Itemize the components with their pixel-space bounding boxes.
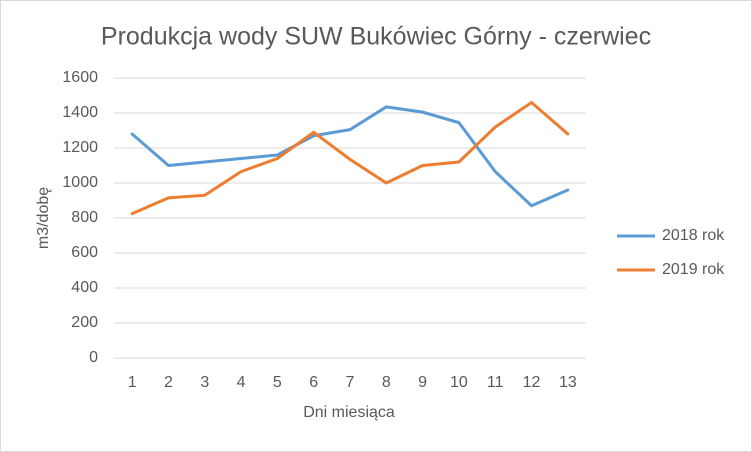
y-tick-label: 1200	[62, 139, 98, 156]
y-tick-label: 1400	[62, 104, 98, 121]
x-tick-label: 11	[487, 374, 504, 391]
x-tick-label: 8	[382, 374, 391, 391]
chart-title: Produkcja wody SUW Bukówiec Górny - czer…	[101, 23, 651, 51]
y-tick-label: 0	[89, 349, 98, 366]
x-tick-label: 6	[309, 374, 318, 391]
legend-label: 2019 rok	[662, 261, 725, 278]
x-tick-label: 2	[164, 374, 173, 391]
y-tick-label: 200	[71, 314, 98, 331]
y-tick-label: 1600	[62, 69, 98, 86]
x-tick-label: 4	[237, 374, 246, 391]
x-tick-label: 10	[450, 374, 468, 391]
x-tick-label: 13	[559, 374, 577, 391]
x-tick-label: 3	[200, 374, 209, 391]
x-tick-label: 9	[418, 374, 427, 391]
y-tick-label: 800	[71, 209, 98, 226]
y-axis-label: m3/dobę	[35, 187, 52, 249]
x-tick-label: 1	[128, 374, 137, 391]
y-tick-label: 400	[71, 279, 98, 296]
data-line	[130, 105, 570, 208]
x-tick-label: 5	[273, 374, 282, 391]
legend-label: 2018 rok	[662, 227, 725, 244]
y-tick-label: 1000	[62, 174, 98, 191]
y-tick-label: 600	[71, 244, 98, 261]
x-tick-label: 12	[523, 374, 541, 391]
data-line	[130, 101, 570, 216]
x-axis-label: Dni miesiąca	[303, 404, 395, 421]
x-tick-label: 7	[346, 374, 355, 391]
